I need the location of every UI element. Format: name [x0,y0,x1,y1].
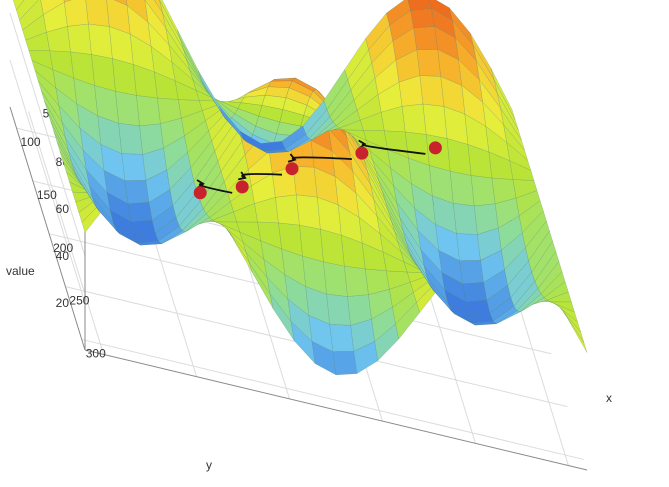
descent-arrow [241,173,283,179]
y-tick-label: 300 [86,346,106,360]
surface-cell [470,175,496,206]
surface-cell [456,233,481,261]
surface-cell [88,23,113,59]
axis-labels: value y x [6,264,612,472]
surface-cell [121,153,146,181]
surface-cell [465,299,491,316]
surface-cell [267,80,293,88]
path-point [355,146,369,160]
surface-cell [136,95,161,126]
z-grid-line [9,59,86,304]
surface-cell [323,261,348,297]
surface-cell [462,282,488,303]
surface-cell [85,0,110,27]
surface-cell [64,0,89,27]
surface-cell [407,0,432,11]
surface-cell [419,75,445,107]
path-point [285,162,299,176]
path-point [428,141,442,155]
surface-cell [270,77,296,82]
surface-cell [115,90,140,126]
y-grid-line [81,338,584,460]
surface-cell [118,123,143,155]
y-tick-label: 250 [69,294,89,308]
surface [13,0,588,376]
surface-cell [329,324,354,352]
path-point [193,186,207,200]
surface-cell [453,203,478,235]
surface-cell [127,202,153,223]
y-axis-line [9,106,86,351]
surface-cell [63,0,72,3]
surface-cell [401,103,427,135]
surface-cell [413,26,438,50]
z-axis-label: value [6,264,35,278]
surface-cell [459,260,484,284]
surface-cell [67,23,92,55]
surface-cell [326,293,351,326]
y-tick-label: 100 [21,135,41,149]
surface-cell [130,219,156,236]
descent-arrowhead [287,153,297,163]
descent-path [193,139,442,200]
x-grid-line [28,111,105,355]
z-tick-label: 40 [56,249,70,263]
surface-cell [490,68,516,120]
surface-cell [124,180,150,204]
surface-cell [422,103,448,139]
x-axis-label: x [606,391,612,405]
surface-cell [450,170,475,206]
z-tick-label: 20 [56,296,70,310]
x-axis-line [84,349,588,471]
surface-cell [13,0,25,11]
path-point [235,180,249,194]
descent-arrowhead [238,171,247,181]
surface-cell [332,351,358,376]
surface-cell [344,265,369,297]
y-tick-label: 200 [53,241,73,255]
surface-cell [410,8,435,28]
z-grid-line [9,12,86,257]
surface-cell [299,224,324,263]
y-tick-label: 150 [37,188,57,202]
surface-cell [275,194,300,226]
y-axis-label: y [206,458,212,472]
surface-cell [296,194,321,230]
z-tick-label: 60 [56,202,70,216]
surface-cell [91,54,116,92]
surface-cell [416,49,441,77]
surface-cell [16,0,39,21]
